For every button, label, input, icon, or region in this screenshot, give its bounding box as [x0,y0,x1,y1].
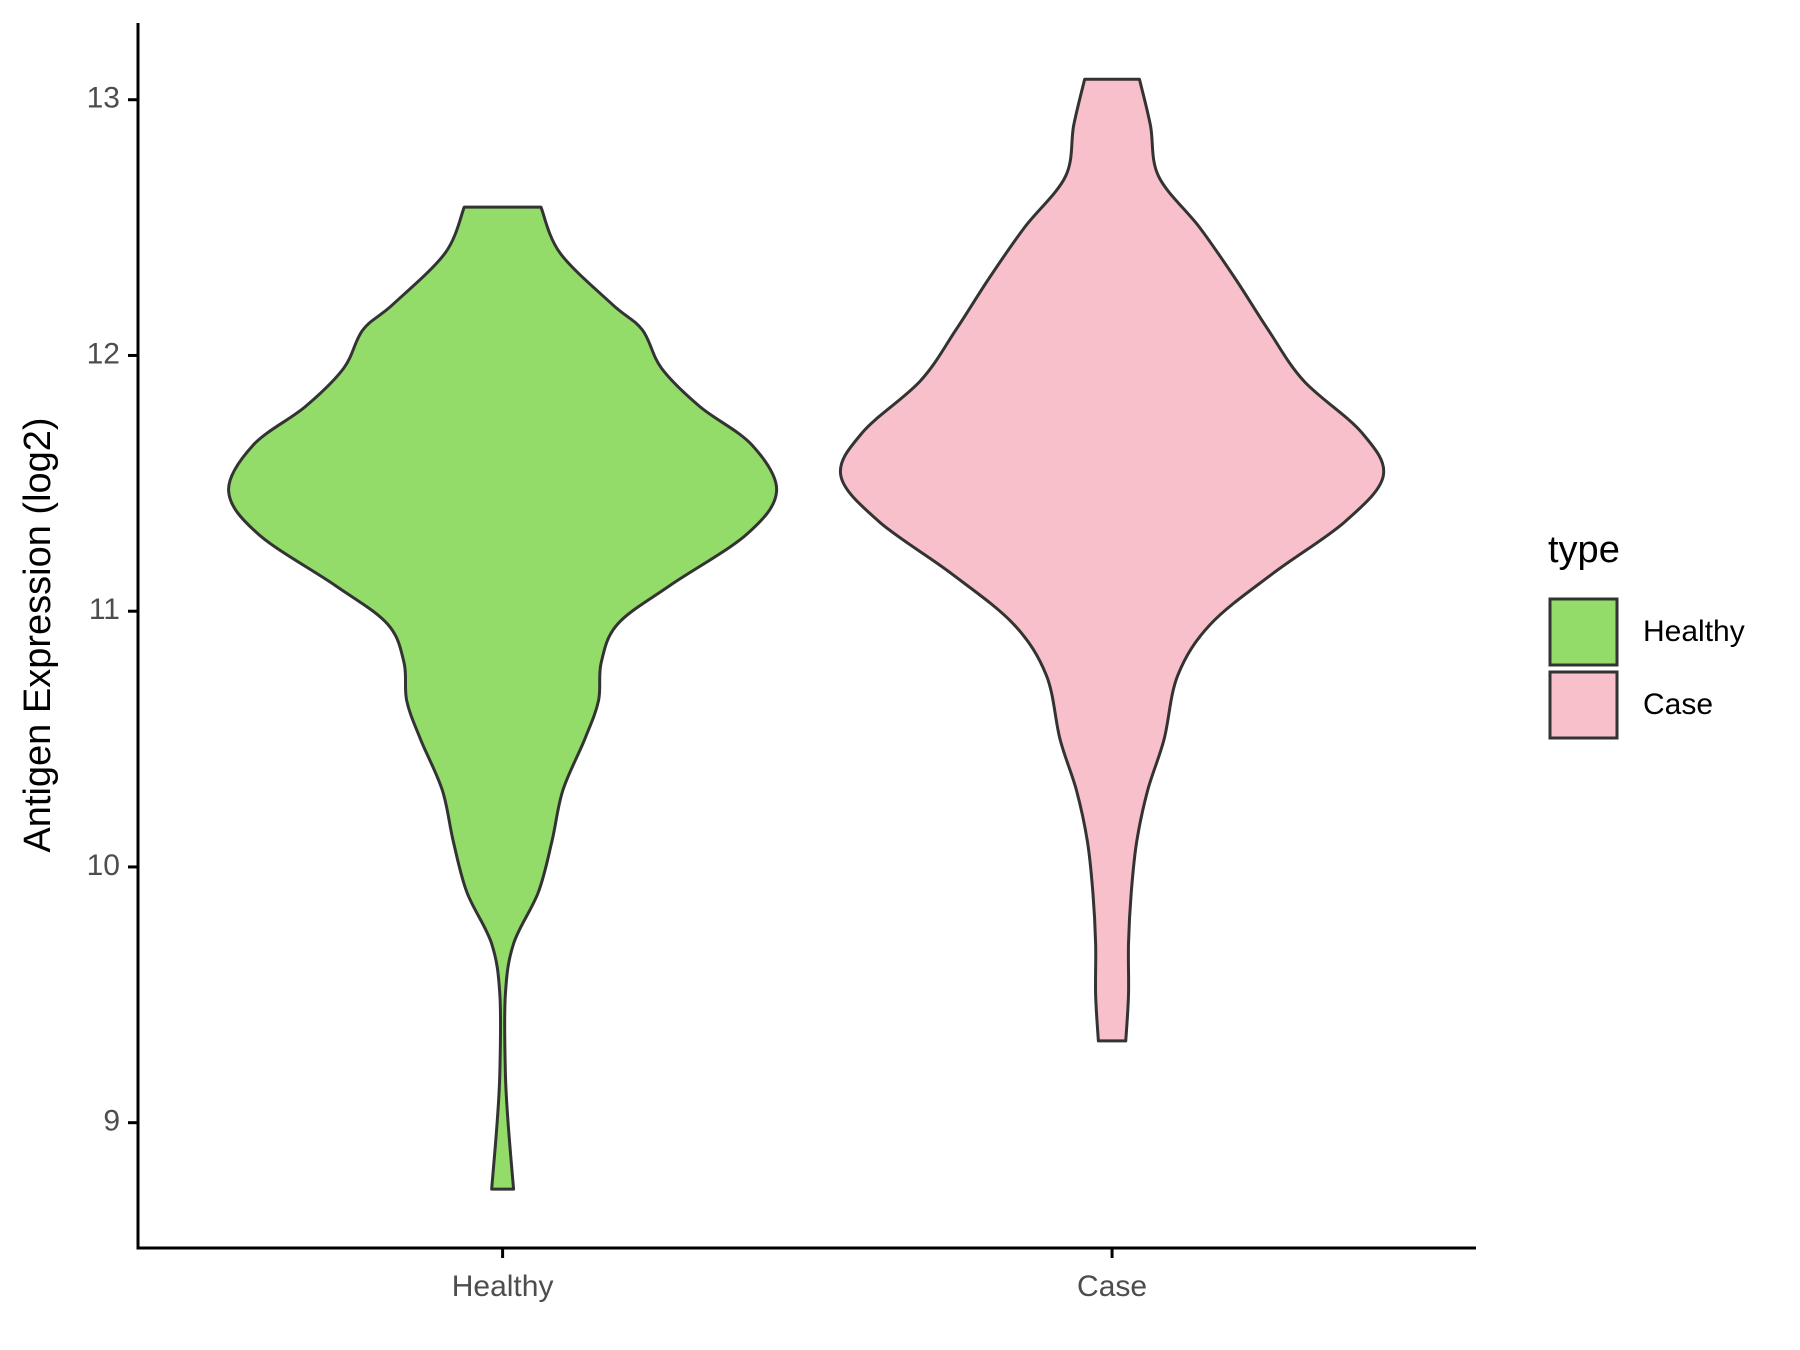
y-tick-label: 9 [103,1105,120,1138]
x-tick-label: Case [1077,1270,1147,1303]
legend-title: type [1548,529,1620,571]
y-tick-label: 13 [87,82,120,115]
legend-swatch [1548,670,1619,740]
legend-swatch [1548,597,1619,667]
y-tick-label: 11 [89,593,120,626]
violin [838,77,1386,1043]
violin [227,205,779,1191]
y-tick-label: 10 [87,849,120,882]
legend-label: Healthy [1643,615,1745,648]
x-tick-label: Healthy [452,1270,554,1303]
y-tick-label: 12 [87,337,120,370]
y-axis-label: Antigen Expression (log2) [17,417,59,852]
legend-label: Case [1643,688,1713,721]
